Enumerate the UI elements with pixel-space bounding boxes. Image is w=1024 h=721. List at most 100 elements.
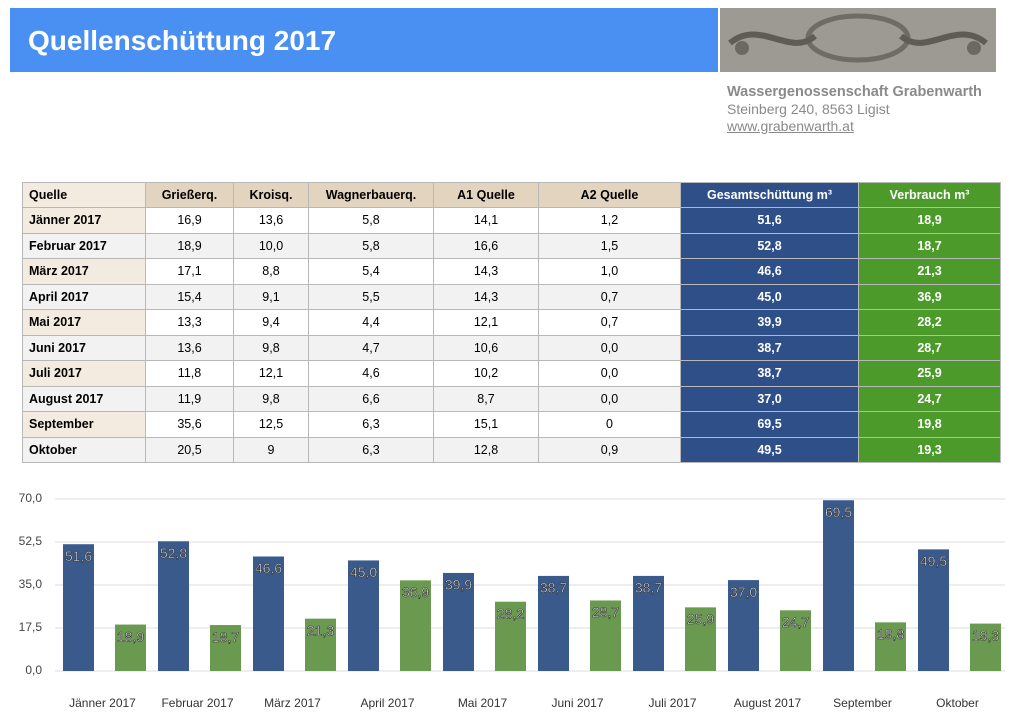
bar — [305, 618, 336, 671]
value-label: 18,7 — [212, 629, 239, 645]
column-header: Kroisq. — [233, 182, 309, 208]
table-cell: 9,8 — [233, 334, 309, 361]
value-label: 24,7 — [782, 614, 809, 630]
table-cell: 9,1 — [233, 283, 309, 310]
table-cell: 13,3 — [145, 309, 234, 336]
table-cell: 1,0 — [538, 258, 681, 285]
table-cell: 16,6 — [433, 232, 539, 259]
x-tick-label: September — [833, 696, 892, 710]
bar — [970, 623, 1001, 671]
y-tick-label: 0,0 — [25, 663, 42, 677]
x-tick-label: März 2017 — [264, 696, 321, 710]
table-cell: Jänner 2017 — [22, 207, 146, 234]
table-cell: 9,8 — [233, 385, 309, 412]
table-cell: 15,1 — [433, 411, 539, 438]
column-header: Gesamtschüttung m³ — [680, 182, 859, 208]
table-cell: 13,6 — [145, 334, 234, 361]
table-cell: 11,8 — [145, 360, 234, 387]
table-cell: 11,9 — [145, 385, 234, 412]
table-cell: 46,6 — [680, 258, 859, 285]
bar — [728, 580, 759, 671]
value-label: 45,0 — [350, 564, 377, 580]
table-cell: 0,0 — [538, 360, 681, 387]
x-tick-label: Oktober — [936, 696, 979, 710]
table-cell: 19,3 — [858, 436, 1001, 463]
header-bar: Quellenschüttung 2017 — [10, 8, 718, 72]
x-tick-label: Jänner 2017 — [69, 696, 136, 710]
table-cell: Mai 2017 — [22, 309, 146, 336]
table-cell: 37,0 — [680, 385, 859, 412]
bar — [115, 624, 146, 671]
value-label: 38,7 — [540, 580, 567, 596]
table-cell: 0,7 — [538, 309, 681, 336]
bar — [823, 500, 854, 671]
table-cell: 36,9 — [858, 283, 1001, 310]
table-cell: 15,4 — [145, 283, 234, 310]
y-tick-label: 17,5 — [19, 620, 43, 634]
bar — [158, 541, 189, 671]
column-header: Grießerq. — [145, 182, 234, 208]
bar — [400, 580, 431, 671]
table-row: August 2017 11,9 9,8 6,6 8,7 0,0 37,0 24,7 — [22, 385, 1001, 412]
table-cell: 1,5 — [538, 232, 681, 259]
table-cell: 35,6 — [145, 411, 234, 438]
table-cell: Juni 2017 — [22, 334, 146, 361]
table-cell: August 2017 — [22, 385, 146, 412]
table-cell: 10,0 — [233, 232, 309, 259]
table-cell: 51,6 — [680, 207, 859, 234]
table-cell: 0,0 — [538, 334, 681, 361]
table-cell: 5,8 — [308, 207, 434, 234]
value-label: 37,0 — [730, 584, 757, 600]
value-label: 25,9 — [687, 611, 714, 627]
table-cell: Juli 2017 — [22, 360, 146, 387]
table-row: Juni 2017 13,6 9,8 4,7 10,6 0,0 38,7 28,7 — [22, 334, 1001, 361]
table-cell: 5,5 — [308, 283, 434, 310]
table-cell: 4,7 — [308, 334, 434, 361]
value-label: 28,7 — [592, 604, 619, 620]
bar — [918, 549, 949, 671]
table-cell: September — [22, 411, 146, 438]
table-cell: 21,3 — [858, 258, 1001, 285]
org-website[interactable]: www.grabenwarth.at — [727, 118, 854, 134]
table-row: März 2017 17,1 8,8 5,4 14,3 1,0 46,6 21,3 — [22, 258, 1001, 285]
table-cell: 6,6 — [308, 385, 434, 412]
table-cell: 9,4 — [233, 309, 309, 336]
table-cell: 6,3 — [308, 436, 434, 463]
table-cell: 8,8 — [233, 258, 309, 285]
x-tick-label: April 2017 — [360, 696, 414, 710]
y-tick-label: 52,5 — [19, 534, 43, 548]
table-cell: 4,4 — [308, 309, 434, 336]
value-label: 38,7 — [635, 580, 662, 596]
table-cell: 69,5 — [680, 411, 859, 438]
chart: 0,0 17,5 35,0 52,5 70,0 Jänner 2017 51,6 18,9 Fe… — [19, 491, 1005, 710]
table-cell: 10,6 — [433, 334, 539, 361]
x-tick-label: August 2017 — [734, 696, 802, 710]
table-cell: April 2017 — [22, 283, 146, 310]
value-label: 21,3 — [307, 622, 334, 638]
bar — [443, 572, 474, 671]
table-row: Juli 2017 11,8 12,1 4,6 10,2 0,0 38,7 25,9 — [22, 360, 1001, 387]
bar — [253, 556, 284, 671]
table-cell: 1,2 — [538, 207, 681, 234]
table-cell: 9 — [233, 436, 309, 463]
table-cell: 0,7 — [538, 283, 681, 310]
column-header: Verbrauch m³ — [858, 182, 1001, 208]
table-cell: 4,6 — [308, 360, 434, 387]
table-cell: 16,9 — [145, 207, 234, 234]
table-cell: 38,7 — [680, 360, 859, 387]
bar — [210, 625, 241, 671]
table-cell: Oktober — [22, 436, 146, 463]
y-tick-label: 70,0 — [19, 491, 43, 505]
table-cell: 14,3 — [433, 258, 539, 285]
table-cell: 17,1 — [145, 258, 234, 285]
value-label: 51,6 — [65, 548, 92, 564]
value-label: 69,5 — [825, 504, 852, 520]
x-tick-label: Juni 2017 — [551, 696, 603, 710]
column-header: A2 Quelle — [538, 182, 681, 208]
table-cell: 12,1 — [433, 309, 539, 336]
value-label: 52,8 — [160, 545, 187, 561]
table-cell: 0 — [538, 411, 681, 438]
bar — [63, 544, 94, 671]
table-cell: Februar 2017 — [22, 232, 146, 259]
